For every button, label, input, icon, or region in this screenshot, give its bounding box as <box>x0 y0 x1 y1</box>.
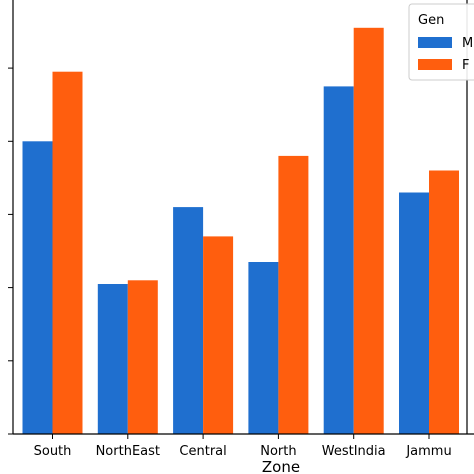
x-tick-label: Jammu <box>405 444 451 459</box>
x-tick-label: Central <box>179 444 226 459</box>
bar-north-m <box>248 262 279 434</box>
bar-westindia-f <box>353 27 384 435</box>
legend-swatch-f <box>418 59 452 70</box>
legend: Gen M F <box>408 3 474 81</box>
legend-label-m: M <box>462 36 473 51</box>
bar-central-f <box>203 236 234 434</box>
x-tick-label: North <box>260 444 296 459</box>
bar-northeast-f <box>127 280 158 434</box>
x-tick-label: South <box>34 444 72 459</box>
bars-group <box>22 27 459 435</box>
y-ticks-group <box>8 67 13 435</box>
x-ticks-group: South NorthEast Central North WestIndia Jammu <box>34 434 452 459</box>
legend-swatch-m <box>418 37 452 48</box>
bar-northeast-m <box>97 284 128 434</box>
bar-south-m <box>22 141 53 435</box>
legend-title: Gen <box>418 13 444 28</box>
legend-label-f: F <box>462 58 469 73</box>
x-tick-label: NorthEast <box>96 444 160 459</box>
bar-north-f <box>278 155 309 434</box>
bar-jammu-f <box>429 170 459 434</box>
x-axis-label: Zone <box>262 458 300 474</box>
bar-central-m <box>173 207 204 434</box>
bar-jammu-m <box>399 192 429 434</box>
bar-south-f <box>52 71 83 434</box>
bar-westindia-m <box>323 86 354 435</box>
x-tick-label: WestIndia <box>322 444 386 459</box>
